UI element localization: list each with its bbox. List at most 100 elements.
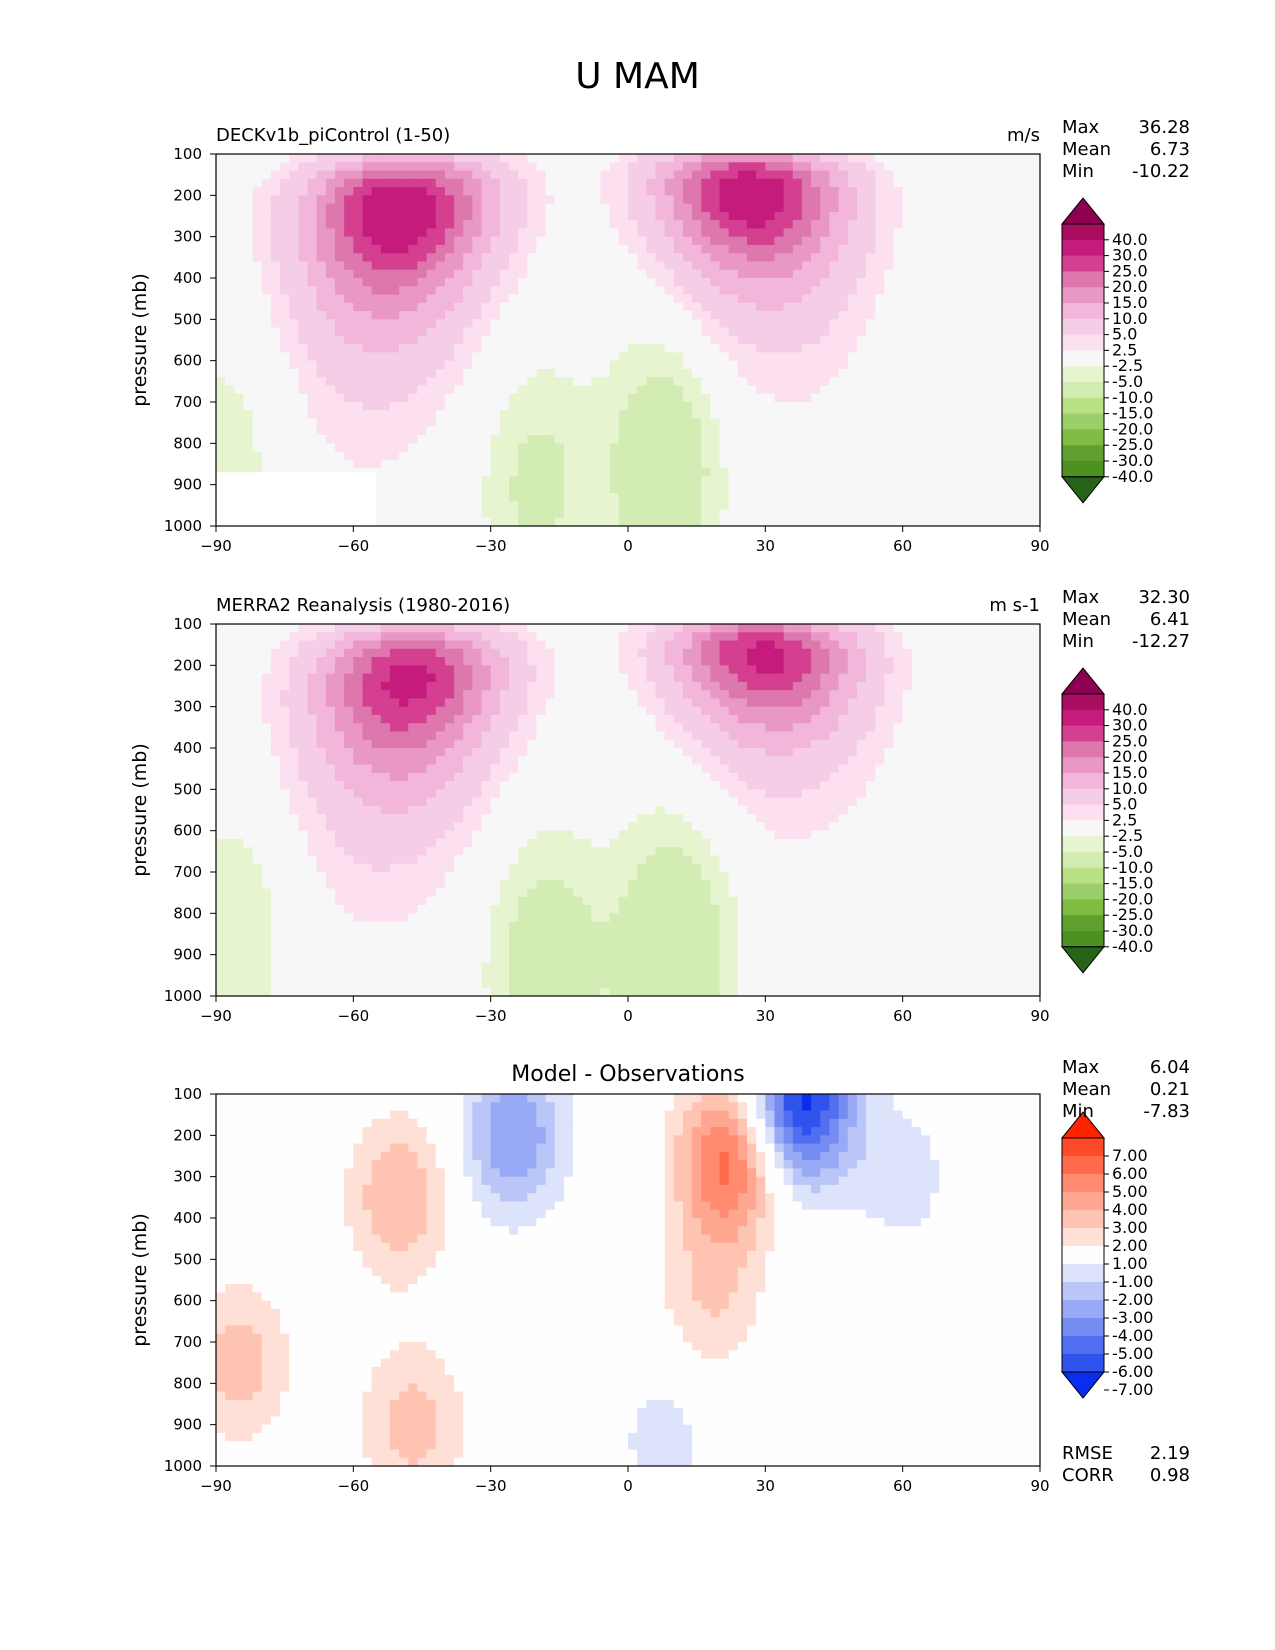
contour-cell <box>682 178 693 188</box>
contour-cell <box>975 187 986 196</box>
contour-cell <box>682 286 693 296</box>
contour-cell <box>289 368 299 378</box>
contour-cell <box>325 187 336 196</box>
contour-cell <box>820 690 831 699</box>
contour-cell <box>307 402 318 411</box>
contour-cell <box>545 253 556 263</box>
contour-cell <box>1012 648 1023 658</box>
contour-cell <box>454 690 464 699</box>
contour-cell <box>518 468 528 477</box>
contour-cell <box>728 228 739 238</box>
contour-cell <box>444 402 455 411</box>
contour-cell <box>673 410 684 420</box>
contour-cell <box>389 269 400 279</box>
contour-cell <box>664 624 675 633</box>
contour-cell <box>444 360 455 370</box>
contour-cell <box>710 501 721 511</box>
contour-cell <box>820 261 831 271</box>
contour-cell <box>856 657 867 666</box>
contour-cell <box>335 344 345 353</box>
contour-cell <box>426 517 437 527</box>
contour-cell <box>563 451 574 461</box>
contour-cell <box>975 261 986 271</box>
contour-cell <box>481 228 492 238</box>
contour-cell <box>261 244 272 254</box>
contour-cell <box>737 278 748 287</box>
contour-cell <box>353 393 364 403</box>
contour-cell <box>563 360 574 370</box>
contour-cell <box>920 492 931 502</box>
contour-cell <box>811 261 821 271</box>
contour-cell <box>234 402 245 411</box>
contour-cell <box>225 302 235 312</box>
contour-cell <box>747 162 757 172</box>
contour-cell <box>600 261 611 271</box>
contour-cell <box>939 294 950 304</box>
contour-cell <box>673 162 684 172</box>
contour-cell <box>454 187 464 196</box>
contour-cell <box>655 517 666 527</box>
contour-cell <box>1021 244 1032 254</box>
contour-cell <box>1021 418 1032 428</box>
contour-cell <box>573 327 583 337</box>
contour-cell <box>508 698 519 708</box>
contour-cell <box>811 402 821 411</box>
contour-cell <box>298 418 309 428</box>
contour-cell <box>399 509 409 519</box>
contour-cell <box>389 220 400 229</box>
contour-cell <box>417 451 428 461</box>
contour-cell <box>216 632 226 642</box>
contour-cell <box>426 220 437 229</box>
contour-cell <box>911 509 922 519</box>
contour-cell <box>380 435 391 444</box>
contour-cell <box>719 253 730 263</box>
contour-cell <box>527 327 538 337</box>
contour-cell <box>655 178 666 188</box>
contour-cell <box>975 294 986 304</box>
contour-cell <box>417 294 428 304</box>
contour-cell <box>682 657 693 666</box>
contour-cell <box>719 665 730 675</box>
contour-cell <box>335 162 345 172</box>
contour-cell <box>234 698 245 708</box>
contour-cell <box>948 484 959 494</box>
contour-cell <box>426 368 437 378</box>
contour-cell <box>719 278 730 287</box>
contour-cell <box>399 673 409 683</box>
contour-cell <box>1030 335 1041 345</box>
contour-cell <box>472 352 483 362</box>
contour-cell <box>472 319 483 329</box>
contour-cell <box>646 294 657 304</box>
contour-cell <box>243 673 254 683</box>
contour-cell <box>600 393 611 403</box>
contour-cell <box>884 236 895 246</box>
contour-cell <box>747 228 757 238</box>
contour-cell <box>682 385 693 395</box>
contour-cell <box>344 294 354 304</box>
contour-cell <box>536 681 547 691</box>
contour-cell <box>847 368 858 378</box>
contour-cell <box>362 640 373 650</box>
contour-cell <box>554 648 565 658</box>
contour-cell <box>527 311 538 320</box>
contour-cell <box>728 253 739 263</box>
contour-cell <box>261 418 272 428</box>
contour-cell <box>774 319 785 329</box>
contour-cell <box>499 492 510 502</box>
contour-cell <box>948 368 959 378</box>
contour-cell <box>673 640 684 650</box>
contour-cell <box>472 468 483 477</box>
contour-cell <box>1003 253 1014 263</box>
contour-cell <box>1003 286 1014 296</box>
contour-cell <box>609 501 620 511</box>
contour-cell <box>600 648 611 658</box>
contour-cell <box>545 484 556 494</box>
contour-cell <box>856 673 867 683</box>
contour-cell <box>545 311 556 320</box>
contour-cell <box>618 624 629 633</box>
contour-cell <box>829 162 840 172</box>
contour-cell <box>939 385 950 395</box>
contour-cell <box>527 352 538 362</box>
contour-cell <box>335 624 345 633</box>
contour-cell <box>985 509 995 519</box>
